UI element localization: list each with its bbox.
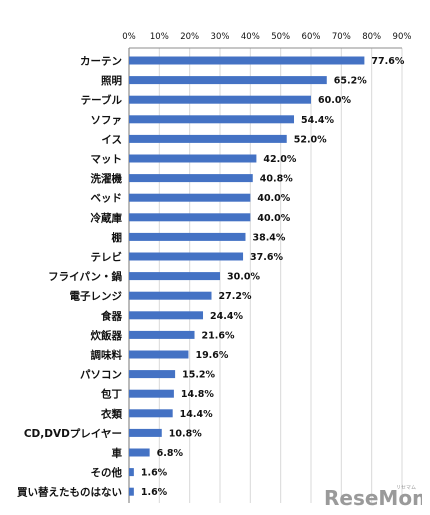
x-axis-tick-label: 70%	[332, 32, 351, 42]
bar	[129, 428, 162, 437]
value-label: 52.0%	[294, 134, 327, 145]
value-label: 1.6%	[141, 487, 168, 498]
bar	[129, 193, 251, 202]
bar	[129, 330, 195, 339]
category-label: フライパン・鍋	[48, 270, 122, 283]
value-label: 42.0%	[263, 154, 296, 165]
value-label: 77.6%	[371, 56, 404, 67]
value-label: 40.0%	[257, 213, 290, 224]
x-axis-tick-label: 60%	[302, 32, 321, 42]
bar	[129, 174, 253, 183]
category-label: マット	[91, 154, 123, 166]
bar	[129, 213, 251, 222]
category-label: 炊飯器	[91, 329, 123, 342]
value-label: 40.0%	[257, 193, 290, 204]
bar	[129, 448, 150, 457]
bar	[129, 409, 173, 418]
value-label: 27.2%	[219, 291, 252, 302]
x-axis-tick-label: 20%	[180, 32, 199, 42]
value-label: 1.6%	[141, 468, 168, 479]
category-label: 電子レンジ	[70, 291, 123, 303]
category-label: 衣類	[101, 407, 122, 420]
value-label: 37.6%	[250, 252, 283, 263]
value-label: 14.4%	[180, 409, 213, 420]
category-label: ソファ	[91, 114, 123, 126]
x-axis-tick-label: 80%	[362, 32, 381, 42]
category-label: 包丁	[101, 388, 122, 401]
value-label: 38.4%	[252, 232, 285, 243]
value-label: 14.8%	[181, 389, 214, 400]
category-label: 買い替えたものはない	[17, 486, 122, 499]
watermark-subtext: リセマム	[396, 485, 416, 491]
bar	[129, 350, 189, 359]
category-label: テレビ	[91, 251, 123, 264]
watermark-text: ReseMom	[324, 486, 422, 509]
resemom-watermark: リセマム ReseMom	[324, 485, 422, 509]
category-label: イス	[101, 134, 122, 146]
bar	[129, 56, 365, 65]
value-label: 40.8%	[260, 174, 293, 185]
category-label: 洗濯機	[91, 172, 123, 185]
x-axis-tick-label: 90%	[393, 32, 412, 42]
bar	[129, 76, 327, 85]
category-label: 調味料	[91, 349, 123, 362]
bar	[129, 389, 174, 398]
category-label: 照明	[101, 75, 122, 87]
x-axis-tick-label: 0%	[122, 32, 136, 42]
bar	[129, 468, 134, 477]
category-label: テーブル	[81, 94, 123, 107]
value-label: 19.6%	[195, 350, 228, 361]
bar	[129, 232, 246, 241]
value-label: 15.2%	[182, 370, 215, 381]
bar	[129, 252, 244, 261]
category-label: 冷蔵庫	[91, 211, 123, 224]
x-axis-tick-label: 10%	[150, 32, 169, 42]
category-label: その他	[91, 466, 123, 479]
x-axis-tick-label: 50%	[271, 32, 290, 42]
category-label: 食器	[100, 309, 122, 322]
x-axis-tick-label: 30%	[211, 32, 230, 42]
value-label: 30.0%	[227, 272, 260, 283]
value-label: 6.8%	[157, 448, 184, 459]
bar	[129, 311, 204, 320]
value-label: 10.8%	[169, 428, 202, 439]
bar	[129, 134, 287, 143]
value-label-layer: 77.6% 65.2% 60.0% 54.4% 52.0% 42.0% 40.8% 40.0%…	[141, 56, 405, 498]
bar	[129, 154, 257, 163]
bar	[129, 95, 311, 104]
bar	[129, 487, 134, 496]
category-label: カーテン	[80, 56, 122, 68]
value-label: 54.4%	[301, 115, 334, 126]
category-label: 棚	[112, 231, 123, 244]
grid-layer	[128, 47, 403, 503]
category-label-layer: カーテン照明テーブルソファイスマット洗濯機ベッド冷蔵庫棚テレビフライパン・鍋電子…	[17, 56, 123, 499]
x-axis-tick-label: 40%	[241, 32, 260, 42]
value-label: 65.2%	[334, 76, 367, 87]
category-label: パソコン	[80, 369, 122, 381]
bar	[129, 272, 220, 281]
category-label: 車	[112, 447, 123, 460]
category-label: ベッド	[91, 193, 123, 205]
bar	[129, 370, 176, 379]
value-label: 60.0%	[318, 95, 351, 106]
bar-layer	[129, 56, 365, 496]
category-label: CD,DVDプレイヤー	[24, 427, 122, 440]
tick-label-layer: 0% 10% 20% 30% 40% 50% 60% 70% 80% 90%	[122, 32, 411, 42]
value-label: 24.4%	[210, 311, 243, 322]
bar	[129, 115, 295, 124]
bar	[129, 291, 212, 300]
value-label: 21.6%	[202, 330, 235, 341]
